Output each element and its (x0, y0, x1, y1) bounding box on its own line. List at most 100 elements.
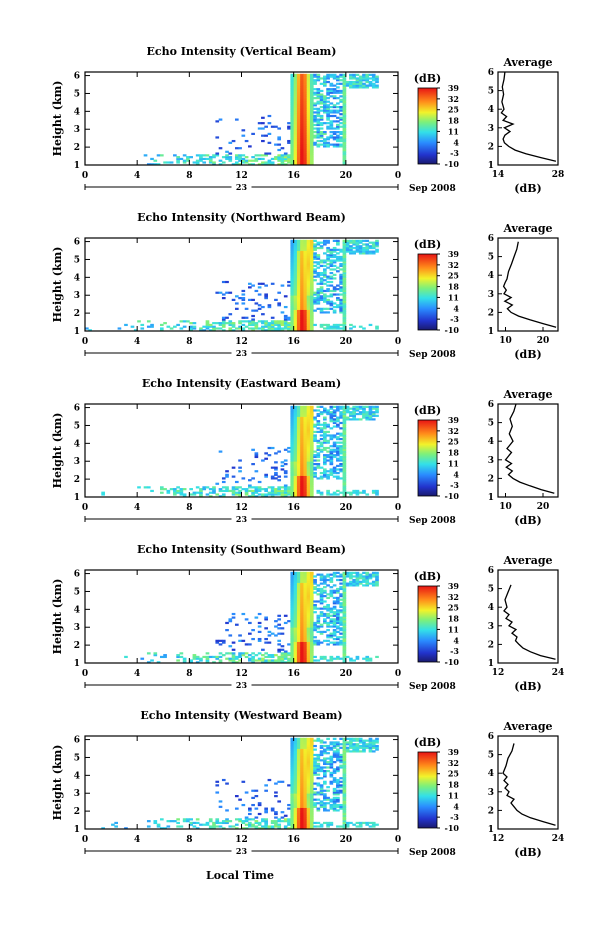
heatmap-cell (225, 782, 229, 785)
heatmap-cell (296, 636, 301, 639)
heatmap-cell (349, 77, 353, 80)
heatmap-cell (290, 602, 295, 605)
heatmap-cell (290, 636, 295, 639)
colorbar-tick-label: 11 (448, 126, 459, 136)
heatmap-cell (309, 427, 314, 430)
heatmap-cell (306, 463, 311, 466)
heatmap-cell (309, 132, 314, 135)
heatmap-cell (287, 827, 291, 830)
heatmap-cell (192, 657, 197, 660)
heatmap-cell (303, 148, 308, 152)
heatmap-cell (342, 245, 347, 248)
heatmap-cell (251, 322, 255, 325)
heatmap-cell (309, 466, 314, 469)
heatmap-cell (306, 784, 311, 787)
heatmap-cell (296, 414, 301, 417)
heatmap-cell (316, 737, 321, 740)
heatmap-cell (342, 578, 347, 582)
avg-x-tick-label: 12 (492, 834, 505, 844)
heatmap-cell (293, 637, 298, 641)
heatmap-cell (199, 327, 203, 330)
heatmap-cell (309, 493, 314, 496)
heatmap-cell (293, 587, 298, 591)
heatmap-cell (329, 821, 334, 825)
heatmap-cell (182, 161, 187, 164)
heatmap-cell (277, 488, 282, 491)
heatmap-cell (342, 803, 347, 807)
heatmap-cell (293, 589, 298, 592)
heatmap-cell (323, 578, 327, 582)
heatmap-cell (300, 412, 304, 416)
heatmap-cell (176, 157, 180, 161)
heatmap-cell (313, 748, 317, 751)
heatmap-cell (257, 157, 262, 161)
heatmap-cell (215, 639, 220, 642)
heatmap-cell (316, 75, 321, 78)
heatmap-cell (290, 102, 295, 105)
heatmap-cell (296, 461, 301, 464)
heatmap-cell (199, 491, 203, 494)
heatmap-cell (365, 245, 370, 248)
heatmap-cell (303, 484, 308, 487)
heatmap-cell (329, 455, 334, 459)
heatmap-cells (101, 737, 379, 830)
heatmap-cell (339, 268, 343, 271)
heatmap-cell (296, 405, 301, 408)
heatmap-cell (303, 457, 308, 460)
heatmap-cell (296, 596, 301, 600)
heatmap-cell (251, 329, 255, 332)
heatmap-cell (355, 577, 360, 580)
heatmap-cell (241, 293, 246, 296)
heatmap-cell (306, 657, 311, 660)
heatmap-cell (309, 796, 314, 799)
heatmap-cell (336, 805, 340, 808)
heatmap-cell (323, 100, 327, 103)
heatmap-cell (303, 661, 308, 664)
heatmap-cell (306, 655, 311, 659)
heatmap-cell (231, 466, 236, 469)
heatmap-cell (290, 313, 295, 316)
heatmap-cell (306, 314, 311, 318)
heatmap-cell (342, 775, 347, 778)
x-tick-label: 0 (395, 669, 401, 679)
heatmap-cell (254, 795, 259, 798)
heatmap-cell (371, 750, 376, 753)
heatmap-cell (277, 827, 282, 830)
heatmap-cell (290, 796, 295, 799)
heatmap-cell (293, 131, 298, 134)
heatmap-cell (339, 446, 343, 450)
heatmap-cell (326, 473, 330, 476)
heatmap-cell (349, 571, 353, 574)
avg-y-tick-label: 3 (488, 124, 494, 134)
heatmap-cell (208, 161, 213, 164)
heatmap-cell (332, 311, 337, 314)
heatmap-cell (316, 134, 321, 137)
heatmap-cell (189, 325, 193, 328)
heatmap-cell (287, 821, 291, 825)
heatmap-cell (254, 789, 259, 792)
heatmap-cell (358, 582, 363, 585)
heatmap-cell (254, 159, 259, 162)
heatmap-cell (326, 80, 330, 84)
heatmap-cell (306, 584, 311, 587)
heatmap-cell (283, 489, 288, 493)
heatmap-cell (339, 136, 343, 139)
heatmap-cell (257, 489, 262, 493)
heatmap-cell (274, 471, 278, 475)
heatmap-cell (342, 639, 347, 642)
heatmap-cell (303, 657, 308, 660)
heatmap-cell (342, 614, 347, 617)
heatmap-cell (332, 412, 337, 416)
heatmap-cell (309, 803, 314, 807)
heatmap-cell (300, 587, 304, 591)
heatmap-cell (300, 773, 304, 776)
heatmap-cell (313, 771, 317, 774)
heatmap-cell (261, 325, 265, 328)
heatmap-cell (332, 323, 337, 327)
heatmap-cell (362, 405, 366, 408)
heatmap-cell (336, 111, 340, 114)
heatmap-cell (267, 159, 272, 162)
heatmap-cell (176, 654, 180, 657)
heatmap-cell (290, 632, 295, 635)
heatmap-cell (274, 329, 278, 332)
